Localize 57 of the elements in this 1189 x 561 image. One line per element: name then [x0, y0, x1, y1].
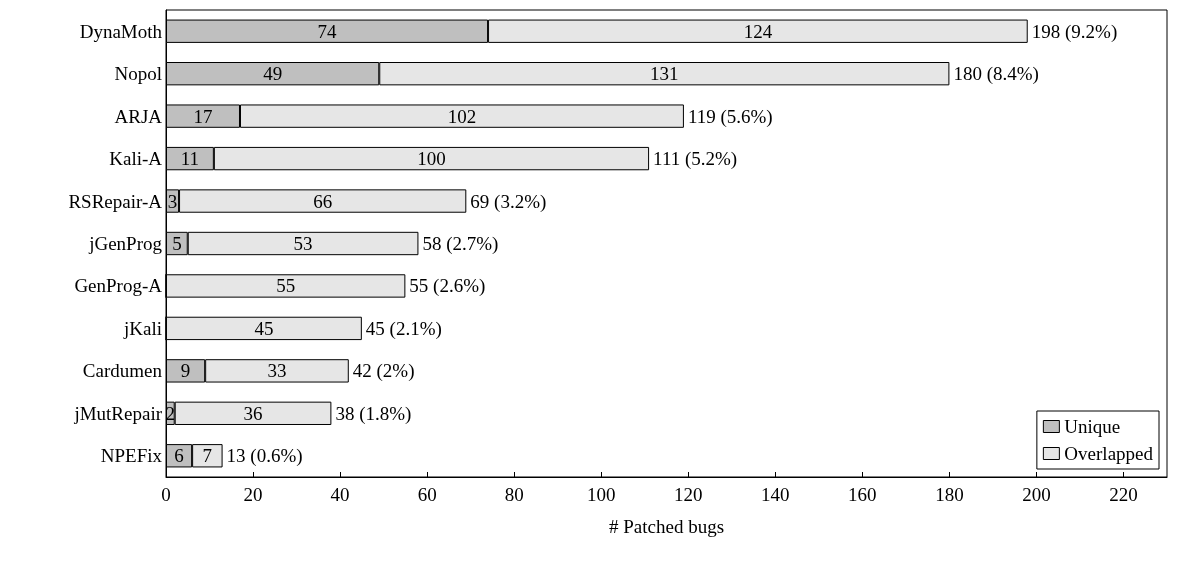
data-label: 74 — [317, 20, 338, 42]
x-axis-title: # Patched bugs — [608, 516, 725, 537]
y-tick-label: jMutRepair — [73, 402, 163, 424]
x-tick-label: 200 — [1022, 484, 1051, 505]
total-label: 198 (9.2%) — [1031, 20, 1118, 43]
data-label: 3 — [167, 190, 178, 212]
data-label: 55 — [276, 275, 296, 297]
data-label: 66 — [313, 190, 333, 212]
data-label: 102 — [447, 105, 477, 127]
data-label: 33 — [267, 360, 287, 382]
y-tick-label: RSRepair-A — [68, 190, 163, 212]
data-label: 124 — [743, 20, 773, 42]
data-label: 17 — [193, 105, 213, 127]
data-label: 100 — [417, 148, 446, 170]
total-label: 55 (2.6%) — [409, 275, 486, 298]
x-tick-label: 40 — [330, 484, 350, 505]
total-label: 180 (8.4%) — [953, 63, 1039, 86]
y-tick-label: GenProg-A — [74, 275, 163, 297]
y-tick-label: jGenProg — [88, 233, 163, 254]
x-tick-label: 0 — [161, 484, 171, 505]
x-tick-label: 220 — [1109, 484, 1138, 505]
data-label: 49 — [263, 63, 283, 85]
x-tick-label: 140 — [761, 484, 790, 505]
total-label: 69 (3.2%) — [470, 190, 547, 213]
total-label: 13 (0.6%) — [226, 445, 303, 468]
data-label: 5 — [172, 233, 182, 254]
data-label: 11 — [180, 148, 200, 170]
total-label: 38 (1.8%) — [335, 402, 412, 425]
total-label: 42 (2%) — [352, 360, 415, 383]
data-label: 53 — [293, 233, 313, 254]
y-tick-label: Nopol — [114, 63, 162, 85]
y-tick-label: NPEFix — [100, 445, 163, 467]
x-tick-label: 180 — [935, 484, 964, 505]
total-label: 45 (2.1%) — [365, 317, 442, 340]
total-label: 58 (2.7%) — [422, 233, 499, 255]
legend-label: Overlapped — [1064, 443, 1154, 464]
data-label: 9 — [180, 360, 191, 382]
data-label: 2 — [165, 402, 176, 424]
y-tick-label: ARJA — [114, 105, 163, 127]
x-tick-label: 120 — [674, 484, 703, 505]
data-label: 36 — [243, 402, 263, 424]
y-tick-label: Cardumen — [82, 360, 163, 382]
data-label: 45 — [254, 317, 274, 339]
y-tick-label: jKali — [123, 317, 162, 339]
data-label: 7 — [202, 445, 213, 467]
x-tick-label: 20 — [243, 484, 263, 505]
data-label: 6 — [174, 445, 184, 467]
data-label: 131 — [650, 63, 679, 85]
total-label: 111 (5.2%) — [653, 148, 738, 171]
legend-label: Unique — [1064, 416, 1121, 437]
x-tick-label: 60 — [417, 484, 437, 505]
total-label: 119 (5.6%) — [687, 105, 773, 128]
x-tick-label: 160 — [848, 484, 877, 505]
y-tick-label: DynaMoth — [79, 20, 163, 42]
y-tick-label: Kali-A — [109, 148, 163, 170]
x-tick-label: 100 — [586, 484, 616, 505]
x-tick-label: 80 — [504, 484, 524, 505]
